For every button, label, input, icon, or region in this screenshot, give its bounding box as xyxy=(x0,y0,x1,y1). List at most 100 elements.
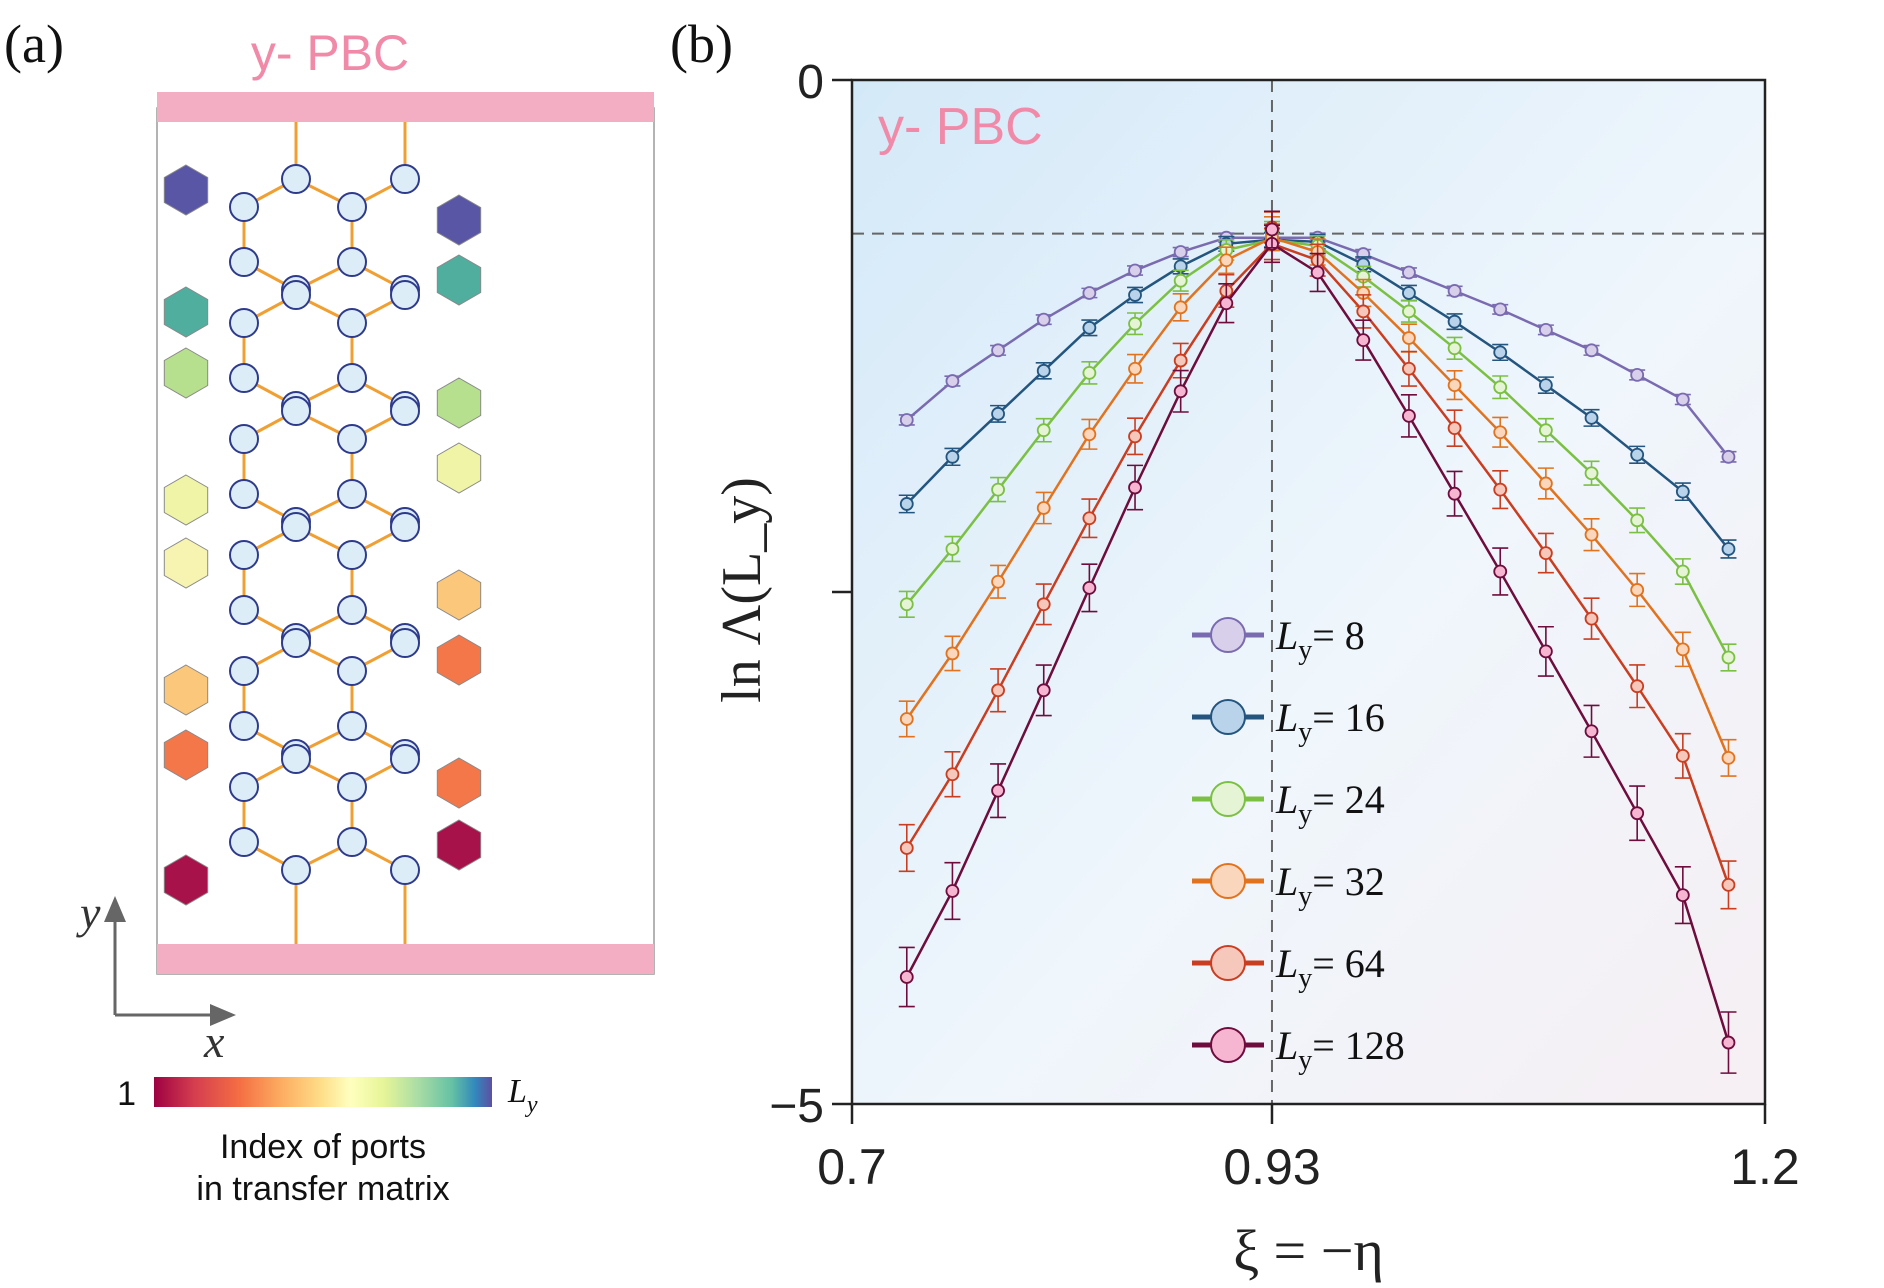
lattice-site xyxy=(390,855,420,885)
port-hexagon-right xyxy=(436,254,482,306)
data-point xyxy=(1082,286,1097,300)
data-point xyxy=(1128,263,1142,278)
legend-sub: y xyxy=(1298,635,1312,666)
data-point xyxy=(1630,806,1645,821)
data-point xyxy=(945,449,960,464)
chart: 0−50.7 0.93 1.2ξ = −ηln Λ(L_y) Ly= 8Ly= 16L… xyxy=(711,56,1800,1283)
data-point xyxy=(1538,322,1553,337)
data-point xyxy=(1538,546,1553,560)
data-point xyxy=(1675,888,1690,903)
data-point xyxy=(1265,222,1279,237)
data-point xyxy=(899,597,914,612)
data-point xyxy=(1584,611,1599,626)
lattice-site xyxy=(337,247,367,277)
legend-value: = 32 xyxy=(1312,859,1385,904)
legend-marker-3 xyxy=(1210,781,1246,817)
data-point xyxy=(945,374,960,388)
legend-prefix: L xyxy=(1275,613,1298,658)
data-point xyxy=(991,406,1005,421)
data-point xyxy=(1128,288,1142,302)
colorbar-max-sub: y xyxy=(525,1092,538,1118)
port-hexagon-right xyxy=(436,442,482,494)
port-hexagon-right xyxy=(436,757,482,809)
legend-value: = 8 xyxy=(1312,613,1365,658)
lattice-site xyxy=(281,396,311,426)
lattice-site xyxy=(229,479,259,509)
data-point xyxy=(1036,501,1051,515)
data-point xyxy=(1082,427,1097,442)
data-point xyxy=(1036,363,1051,378)
data-point xyxy=(1721,449,1736,464)
data-point xyxy=(1493,345,1508,360)
x-axis-label: ξ = −η xyxy=(1233,1218,1384,1283)
lattice-site xyxy=(390,164,420,194)
data-point xyxy=(1493,380,1508,395)
lattice-site xyxy=(337,827,367,857)
data-point xyxy=(1584,527,1599,542)
lattice-site xyxy=(229,308,259,338)
legend-sub: y xyxy=(1298,799,1312,830)
data-point xyxy=(1219,253,1234,268)
lattice-site xyxy=(281,512,311,542)
pbc-bar-top xyxy=(157,92,654,122)
lattice-site xyxy=(229,424,259,454)
data-point xyxy=(1721,1035,1736,1050)
data-point xyxy=(991,574,1005,589)
data-point xyxy=(1310,265,1325,280)
y-tick-label: 0 xyxy=(797,56,824,109)
data-point xyxy=(1721,542,1736,556)
data-point xyxy=(1402,265,1416,280)
lattice-site xyxy=(337,424,367,454)
lattice-site xyxy=(337,540,367,570)
legend-prefix: L xyxy=(1275,777,1298,822)
panel-a: (a) y- PBC y x 1 Ly Index of ports in tr… xyxy=(4,14,655,1208)
lattice-site xyxy=(229,192,259,222)
data-point xyxy=(899,712,914,726)
data-point xyxy=(1584,411,1599,425)
data-point xyxy=(1630,679,1645,694)
panel-a-label: (a) xyxy=(4,14,64,74)
data-point xyxy=(1219,296,1234,311)
lattice-site xyxy=(229,827,259,857)
lattice-site xyxy=(390,628,420,658)
port-hexagon-left xyxy=(163,729,209,781)
colorbar-max-label: L xyxy=(507,1073,527,1110)
pbc-label-a: y- PBC xyxy=(251,25,409,81)
legend-prefix: L xyxy=(1275,859,1298,904)
data-point xyxy=(1584,466,1599,481)
legend-label-2: Ly= 16 xyxy=(1275,695,1385,748)
data-point xyxy=(1538,378,1553,393)
lattice-site xyxy=(229,595,259,625)
lattice-site xyxy=(229,772,259,802)
data-point xyxy=(1493,482,1508,497)
data-point xyxy=(1675,564,1690,579)
port-hexagon-right xyxy=(436,819,482,871)
legend-prefix: L xyxy=(1275,695,1298,740)
legend-sub: y xyxy=(1298,717,1312,748)
lattice-site xyxy=(337,595,367,625)
lattice-site xyxy=(229,656,259,686)
svg-text:Ly: Ly xyxy=(507,1073,538,1118)
lattice-site xyxy=(281,744,311,774)
data-point xyxy=(1036,312,1051,327)
data-point xyxy=(1082,511,1097,526)
lattice-site xyxy=(337,711,367,741)
lattice-site xyxy=(337,363,367,393)
pbc-label-b: y- PBC xyxy=(878,98,1043,156)
legend-label-3: Ly= 24 xyxy=(1275,777,1385,830)
data-point xyxy=(1493,302,1508,317)
plot-area-background xyxy=(852,80,1765,1104)
lattice-site xyxy=(390,744,420,774)
data-point xyxy=(1082,320,1097,335)
legend-label-6: Ly= 128 xyxy=(1275,1023,1405,1076)
panel-b-label: (b) xyxy=(670,14,733,74)
data-point xyxy=(1128,361,1142,376)
lattice-site xyxy=(337,479,367,509)
legend-value: = 64 xyxy=(1312,941,1385,986)
lattice-site xyxy=(337,772,367,802)
data-point xyxy=(945,884,960,898)
data-point xyxy=(1173,384,1188,399)
data-point xyxy=(1402,361,1416,376)
data-point xyxy=(1630,513,1645,528)
data-point xyxy=(1630,447,1645,462)
